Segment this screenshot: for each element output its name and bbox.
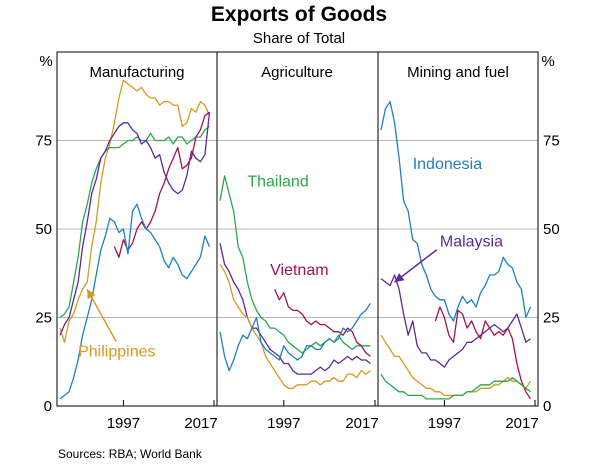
x-tick-labels: 1997 2017 1997 2017 1997 2017 bbox=[107, 400, 539, 432]
series-manufacturing-indonesia bbox=[59, 203, 211, 400]
x-tick-manufacturing-1997: 1997 bbox=[107, 415, 140, 432]
series-agriculture-indonesia bbox=[219, 302, 371, 372]
series-mining-and-fuel-malaysia bbox=[380, 274, 531, 368]
plot-frame bbox=[56, 51, 539, 407]
annotation-layer: Philippines Thailand Vietnam Indonesia Malay… bbox=[78, 156, 503, 361]
panel-manufacturing bbox=[59, 79, 211, 400]
series-manufacturing-vietnam bbox=[113, 111, 210, 258]
panel-title-agriculture: Agriculture bbox=[261, 64, 333, 81]
annotation-arrowhead-philippines bbox=[87, 289, 96, 300]
y-tick-left-75: 75 bbox=[35, 133, 52, 150]
y-tick-right-0: 0 bbox=[543, 398, 551, 415]
y-tick-right-25: 25 bbox=[543, 310, 560, 327]
series-agriculture-vietnam bbox=[274, 288, 371, 357]
chart-subtitle: Share of Total bbox=[253, 30, 345, 47]
panel-agriculture bbox=[219, 175, 371, 389]
x-tick-agriculture-2017: 2017 bbox=[345, 415, 378, 432]
series-manufacturing-philippines bbox=[59, 79, 211, 343]
series-mining-and-fuel-indonesia bbox=[380, 100, 532, 322]
x-tick-mining-and-fuel-2017: 2017 bbox=[505, 415, 538, 432]
series-agriculture-malaysia bbox=[219, 243, 371, 375]
panel-title-mining-and-fuel: Mining and fuel bbox=[407, 64, 509, 81]
annotation-philippines-0: Philippines bbox=[78, 343, 155, 360]
y-tick-left-25: 25 bbox=[35, 310, 52, 327]
series-mining-and-fuel-vietnam bbox=[434, 306, 532, 400]
series-mining-and-fuel-philippines bbox=[380, 334, 532, 397]
x-tick-agriculture-1997: 1997 bbox=[267, 415, 300, 432]
annotation-malaysia-4: Malaysia bbox=[440, 234, 503, 251]
y-tick-left-50: 50 bbox=[35, 221, 52, 238]
series-manufacturing-thailand bbox=[59, 125, 210, 319]
y-unit-left: % bbox=[39, 53, 52, 70]
annotation-vietnam-2: Vietnam bbox=[270, 262, 328, 279]
series-layer bbox=[59, 79, 532, 400]
series-manufacturing-malaysia bbox=[59, 112, 211, 336]
y-tick-right-75: 75 bbox=[543, 133, 560, 150]
panel-title-manufacturing: Manufacturing bbox=[89, 64, 184, 81]
y-tick-right-50: 50 bbox=[543, 221, 560, 238]
panel-mining-and-fuel bbox=[380, 100, 532, 400]
y-unit-right: % bbox=[541, 53, 554, 70]
y-tick-left-0: 0 bbox=[44, 398, 52, 415]
y-tick-labels: 0 0 25 25 50 50 75 75 bbox=[35, 133, 559, 416]
annotation-thailand-1: Thailand bbox=[247, 174, 308, 191]
x-tick-mining-and-fuel-1997: 1997 bbox=[428, 415, 461, 432]
annotation-arrow-philippines bbox=[86, 288, 117, 342]
annotation-arrowhead-malaysia bbox=[394, 273, 405, 283]
annotation-indonesia-3: Indonesia bbox=[413, 156, 482, 173]
series-agriculture-philippines bbox=[219, 264, 371, 389]
source-note: Sources: RBA; World Bank bbox=[58, 447, 203, 461]
series-mining-and-fuel-thailand bbox=[380, 373, 531, 400]
series-agriculture-thailand bbox=[219, 175, 371, 354]
x-tick-manufacturing-2017: 2017 bbox=[184, 415, 217, 432]
chart-title: Exports of Goods bbox=[211, 3, 387, 26]
